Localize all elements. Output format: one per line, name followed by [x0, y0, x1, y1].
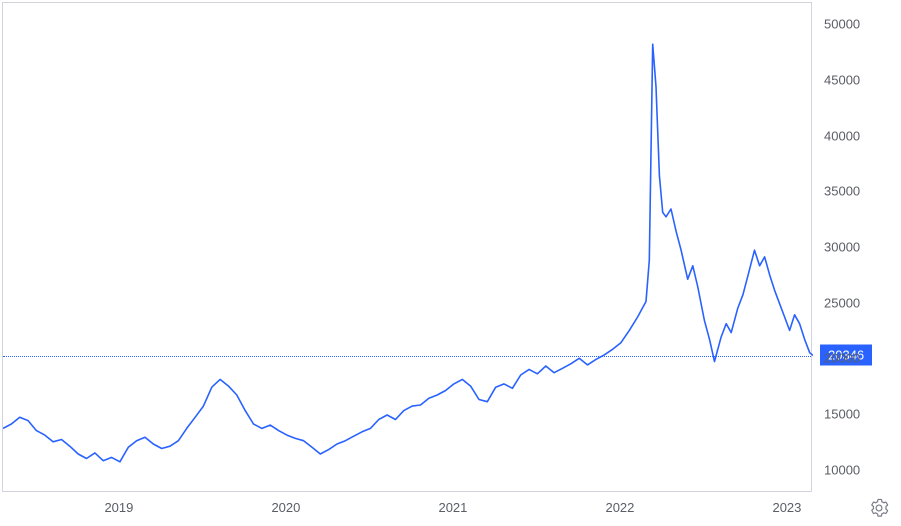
y-tick-label: 30000: [824, 240, 860, 255]
price-line: [3, 44, 813, 462]
x-tick-label: 2022: [605, 500, 634, 515]
settings-button[interactable]: [869, 498, 889, 518]
y-tick-label: 25000: [824, 295, 860, 310]
y-tick-label: 10000: [824, 462, 860, 477]
y-tick-label: 40000: [824, 128, 860, 143]
last-price-line: [3, 356, 811, 357]
chart-plot-area[interactable]: [2, 2, 812, 492]
y-tick-label: 45000: [824, 72, 860, 87]
y-tick-label: 20000: [824, 351, 860, 366]
y-tick-label: 15000: [824, 407, 860, 422]
x-tick-label: 2019: [104, 500, 133, 515]
x-tick-label: 2023: [772, 500, 801, 515]
y-tick-label: 35000: [824, 184, 860, 199]
x-tick-label: 2021: [438, 500, 467, 515]
chart-container: Nickel (USD/T) 20346.130 -770.870 (-3.65…: [0, 0, 901, 526]
x-tick-label: 2020: [271, 500, 300, 515]
y-tick-label: 50000: [824, 17, 860, 32]
gear-icon: [869, 498, 889, 518]
